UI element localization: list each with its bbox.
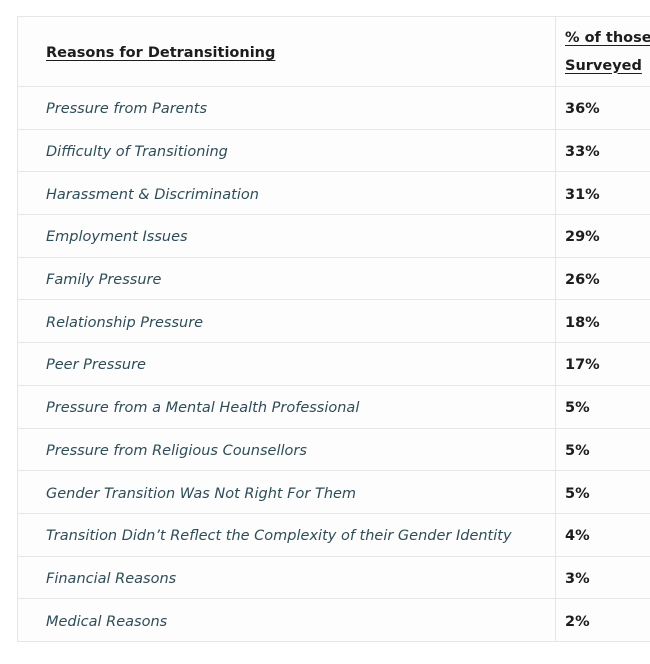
reason-text: Family Pressure (46, 272, 162, 289)
table-cell: 29% (555, 214, 650, 258)
percent-text: 5% (565, 442, 590, 459)
percent-text: 36% (565, 101, 600, 118)
table-row: Pressure from Parents 36% (17, 86, 650, 130)
table-cell: Pressure from a Mental Health Profession… (17, 384, 556, 429)
percent-text: 5% (565, 400, 590, 417)
table-cell: Financial Reasons (17, 555, 556, 600)
table-row: Peer Pressure 17% (17, 342, 650, 386)
table-row: Relationship Pressure 18% (17, 299, 650, 344)
table-cell: Pressure from Parents (17, 86, 556, 130)
reason-text: Financial Reasons (46, 570, 177, 587)
percent-text: 2% (565, 613, 590, 630)
table-cell: Relationship Pressure (17, 299, 556, 344)
table-cell: Medical Reasons (17, 598, 556, 642)
percent-text: 31% (565, 186, 600, 203)
table-row: Employment Issues 29% (17, 214, 650, 258)
reason-text: Peer Pressure (46, 357, 146, 374)
table-cell: Pressure from Religious Counsellors (17, 427, 556, 472)
table-cell: 33% (555, 128, 650, 173)
reason-text: Relationship Pressure (46, 314, 204, 331)
reason-text: Difficulty of Transitioning (46, 144, 228, 161)
table-row: Difficulty of Transitioning 33% (17, 128, 650, 173)
reason-text: Pressure from Parents (46, 101, 208, 118)
percent-text: 26% (565, 272, 600, 289)
table-cell: 26% (555, 256, 650, 301)
reason-text: Pressure from Religious Counsellors (46, 442, 307, 459)
table-row: Medical Reasons 2% (17, 598, 650, 642)
table-cell: Harassment & Discrimination (17, 171, 556, 216)
table-cell: Employment Issues (17, 214, 556, 258)
table-cell: 31% (555, 171, 650, 216)
table-cell: 17% (555, 342, 650, 386)
percent-text: 5% (565, 485, 590, 502)
table-cell: 18% (555, 299, 650, 344)
reason-text: Transition Didn’t Reflect the Complexity… (46, 528, 512, 545)
table-cell: 5% (555, 427, 650, 472)
table-cell: 4% (555, 512, 650, 557)
table-cell: Peer Pressure (17, 342, 556, 386)
table-row: Financial Reasons 3% (17, 555, 650, 600)
header-row: Reasons for Detransitioning % of those S… (17, 16, 650, 87)
header-cell: % of those Surveyed (555, 16, 650, 87)
percent-text: 4% (565, 528, 590, 545)
table-row: Transition Didn’t Reflect the Complexity… (17, 512, 650, 557)
reason-text: Pressure from a Mental Health Profession… (46, 400, 360, 417)
percent-text: 3% (565, 570, 590, 587)
reason-text: Employment Issues (46, 229, 188, 246)
table-cell: 5% (555, 470, 650, 514)
table-cell: 36% (555, 86, 650, 130)
percent-text: 33% (565, 144, 600, 161)
reason-text: Medical Reasons (46, 613, 168, 630)
header-text: % of those Surveyed (565, 29, 650, 74)
table-cell: Family Pressure (17, 256, 556, 301)
header-text: Reasons for Detransitioning (46, 45, 276, 61)
table-cell: 3% (555, 555, 650, 600)
table-row: Harassment & Discrimination 31% (17, 171, 650, 216)
table-cell: 5% (555, 384, 650, 429)
table-cell: 2% (555, 598, 650, 642)
table-cell: Difficulty of Transitioning (17, 128, 556, 173)
header-cell: Reasons for Detransitioning (17, 16, 556, 87)
table-row: Family Pressure 26% (17, 256, 650, 301)
percent-text: 18% (565, 314, 600, 331)
reason-text: Harassment & Discrimination (46, 186, 259, 203)
table-cell: Gender Transition Was Not Right For Them (17, 470, 556, 514)
percent-text: 17% (565, 357, 600, 374)
reason-text: Gender Transition Was Not Right For Them (46, 485, 357, 502)
percent-text: 29% (565, 229, 600, 246)
table-row: Gender Transition Was Not Right For Them… (17, 470, 650, 514)
table: Reasons for Detransitioning % of those S… (17, 16, 650, 642)
table-cell: Transition Didn’t Reflect the Complexity… (17, 512, 556, 557)
table-row: Pressure from Religious Counsellors 5% (17, 427, 650, 472)
table-row: Pressure from a Mental Health Profession… (17, 384, 650, 429)
